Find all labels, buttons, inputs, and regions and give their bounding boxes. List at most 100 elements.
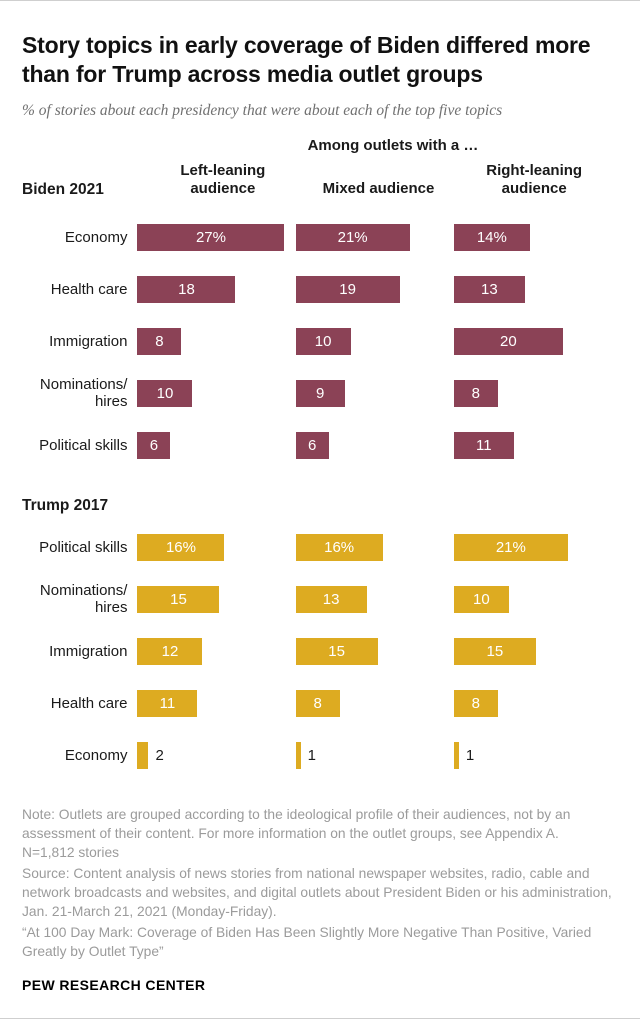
column-header-row: Biden 2021 Left-leaning audience Mixed a… — [22, 162, 612, 202]
bar: 21% — [453, 533, 568, 561]
bar-cell: 15 — [295, 637, 454, 665]
bar-value: 21% — [495, 538, 526, 556]
bar-value: 13 — [480, 280, 498, 298]
topic-label: Economy — [64, 746, 128, 764]
topic-label: Political skills — [39, 436, 128, 454]
bar-cell: 21% — [295, 223, 454, 251]
bar-cell: 8 — [453, 379, 612, 407]
bar: 9 — [295, 379, 345, 407]
chart-notes: Note: Outlets are grouped according to t… — [22, 805, 612, 961]
bar-cell: 2 — [137, 741, 295, 769]
topic-label: Immigration — [49, 332, 128, 350]
bar-value: 11 — [476, 436, 492, 454]
bar-cell: 8 — [453, 689, 612, 717]
bar-value: 16% — [324, 538, 355, 556]
topic-label: Health care — [50, 280, 128, 298]
bar-value: 1 — [307, 746, 316, 764]
bar: 11 — [453, 431, 514, 459]
bar-cell: 21% — [453, 533, 612, 561]
bar: 12 — [137, 637, 203, 665]
bar-value: 12 — [161, 642, 179, 660]
report-title-text: “At 100 Day Mark: Coverage of Biden Has … — [22, 925, 592, 960]
biden-section-rows: Economy 27% 21% 14% Health care 18 19 13 Immigra… — [22, 211, 612, 471]
bar-value: 27% — [195, 228, 226, 246]
bar — [453, 741, 459, 769]
bar: 15 — [137, 585, 220, 613]
bar-cell: 15 — [137, 585, 295, 613]
bar: 8 — [295, 689, 340, 717]
bar-value: 8 — [471, 384, 480, 402]
chart-row: Nominations/ hires 15 13 10 — [22, 573, 612, 625]
chart-subtitle: % of stories about each presidency that … — [22, 101, 503, 119]
bar-value: 8 — [313, 694, 322, 712]
page-title: Story topics in early coverage of Biden … — [22, 32, 591, 87]
bar-value: 15 — [170, 590, 187, 608]
bar-cell: 10 — [295, 327, 454, 355]
bar-value: 8 — [471, 694, 480, 712]
bar: 27% — [137, 223, 285, 251]
column-label-right: Right-leaning audience — [486, 161, 583, 198]
bar — [137, 741, 149, 769]
column-group-heading: Among outlets with a … — [307, 136, 479, 154]
bar-cell: 18 — [137, 275, 295, 303]
bar-cell: 13 — [295, 585, 454, 613]
topic-label: Economy — [64, 228, 128, 246]
bar: 16% — [295, 533, 383, 561]
bar: 21% — [295, 223, 410, 251]
bar: 10 — [453, 585, 509, 613]
bar-cell: 1 — [295, 741, 454, 769]
bar: 10 — [295, 327, 351, 355]
chart-row: Political skills 6 6 11 — [22, 419, 612, 471]
bar-value: 6 — [149, 436, 159, 454]
bar: 20 — [453, 327, 563, 355]
bar-cell: 6 — [137, 431, 295, 459]
bar-value: 20 — [499, 332, 517, 350]
chart-row: Economy 27% 21% 14% — [22, 211, 612, 263]
bar: 8 — [453, 379, 498, 407]
topic-label: Health care — [50, 694, 128, 712]
bar: 6 — [137, 431, 171, 459]
bar-cell: 15 — [453, 637, 612, 665]
topic-label: Nominations/ hires — [39, 581, 128, 617]
column-label-left: Left-leaning audience — [180, 161, 266, 198]
bar-cell: 9 — [295, 379, 454, 407]
bar-value: 11 — [159, 694, 176, 712]
chart-row: Immigration 8 10 20 — [22, 315, 612, 367]
chart-row: Political skills 16% 16% 21% — [22, 521, 612, 573]
bar-value: 19 — [339, 280, 356, 298]
column-label-mixed: Mixed audience — [322, 180, 435, 198]
bar: 13 — [453, 275, 525, 303]
pew-research-center-brand: PEW RESEARCH CENTER — [22, 977, 206, 994]
bar-cell: 8 — [295, 689, 454, 717]
chart-row: Economy 2 1 1 — [22, 729, 612, 781]
bar-cell: 6 — [295, 431, 454, 459]
bar-cell: 19 — [295, 275, 454, 303]
bar-cell: 27% — [137, 223, 295, 251]
topic-label: Immigration — [49, 642, 128, 660]
bar: 8 — [137, 327, 182, 355]
bar: 10 — [137, 379, 193, 407]
bar-value: 9 — [315, 384, 325, 402]
bar-value: 10 — [472, 590, 490, 608]
bar-cell: 16% — [295, 533, 454, 561]
bar-cell: 8 — [137, 327, 295, 355]
bar: 6 — [295, 431, 329, 459]
bar-value: 14% — [476, 228, 507, 246]
bar — [295, 741, 301, 769]
bar-cell: 12 — [137, 637, 295, 665]
bar-cell: 13 — [453, 275, 612, 303]
trump-section-rows: Political skills 16% 16% 21% Nominations/ hi… — [22, 521, 612, 781]
bar-cell: 10 — [137, 379, 295, 407]
bar-cell: 16% — [137, 533, 295, 561]
chart-row: Health care 18 19 13 — [22, 263, 612, 315]
chart-row: Immigration 12 15 15 — [22, 625, 612, 677]
bar: 13 — [295, 585, 367, 613]
bar-value: 16% — [165, 538, 196, 556]
bar: 8 — [453, 689, 498, 717]
section-label-trump: Trump 2017 — [22, 497, 109, 515]
bar: 15 — [453, 637, 536, 665]
bar: 19 — [295, 275, 400, 303]
bar-cell: 14% — [453, 223, 612, 251]
chart-row: Nominations/ hires 10 9 8 — [22, 367, 612, 419]
bar-value: 13 — [322, 590, 340, 608]
